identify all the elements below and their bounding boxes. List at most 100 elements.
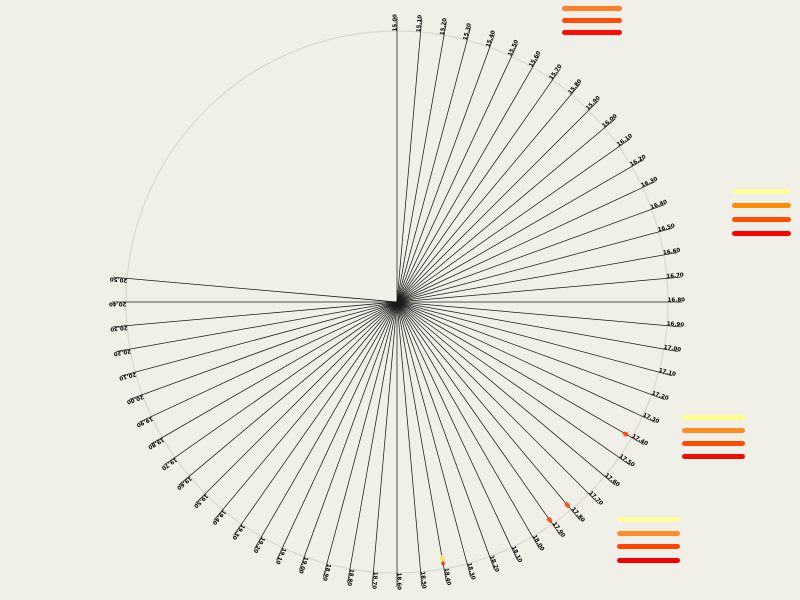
spoke-label: 17.90: [551, 521, 566, 539]
spoke-line: [396, 301, 616, 486]
spoke-line: [396, 138, 631, 303]
spoke-line: [396, 54, 540, 303]
spoke-label: 15.20: [440, 17, 449, 35]
spoke-label: 19.90: [135, 415, 153, 428]
legend-bar: [682, 414, 745, 420]
legend-bar: [732, 202, 791, 208]
spoke-line: [396, 100, 599, 303]
spoke-label: 18.10: [510, 545, 523, 563]
spoke-label: 15.90: [585, 95, 602, 112]
spoke-label: 16.60: [663, 248, 681, 257]
spoke-label: 19.10: [274, 547, 287, 565]
spoke-line: [322, 301, 398, 578]
legend-bar: [732, 188, 791, 194]
spoke-label: 20.50: [110, 275, 128, 283]
legend-bar: [562, 5, 622, 11]
legend-bar: [682, 453, 745, 459]
spoke-label: 20.30: [110, 324, 128, 332]
spoke-label: 15.60: [528, 50, 542, 68]
legend-bar: [732, 216, 791, 222]
spoke-label: 20.10: [118, 371, 137, 381]
spoke-label: 15.00: [393, 14, 399, 32]
spoke-line: [129, 301, 398, 400]
spoke-line: [195, 301, 398, 504]
spoke-label: 18.80: [345, 568, 354, 586]
spoke-label: 19.30: [230, 523, 245, 541]
spoke-label: 15.70: [549, 63, 564, 81]
spoke-label: 15.40: [485, 30, 497, 49]
spoke-line: [396, 18, 423, 303]
spoke-label: 17.80: [570, 506, 586, 523]
spoke-label: 19.00: [297, 556, 309, 575]
spoke-line: [396, 26, 472, 303]
legend-bar: [617, 530, 680, 536]
rim-marker: [564, 502, 571, 508]
rim-marker: [622, 431, 629, 437]
spoke-label: 17.60: [603, 472, 620, 488]
spoke-label: 20.20: [113, 348, 131, 357]
spoke-line: [347, 301, 398, 583]
spoke-line: [396, 34, 495, 303]
legend-bar: [732, 230, 791, 236]
spoke-line: [113, 276, 398, 303]
spoke-label: 15.80: [567, 78, 583, 95]
spoke-label: 19.20: [252, 536, 266, 554]
spoke-line: [233, 301, 398, 536]
spoke-line: [299, 301, 398, 570]
spoke-line: [396, 204, 665, 303]
spoke-label: 20.00: [126, 393, 145, 405]
spoke-line: [276, 301, 398, 561]
spoke-line: [121, 301, 398, 377]
legend-bar: [617, 543, 680, 549]
spoke-label: 16.10: [616, 133, 634, 148]
spoke-line: [396, 301, 495, 570]
spoke-label: 20.40: [109, 301, 127, 307]
spoke-line: [371, 301, 398, 586]
spoke-label: 17.70: [587, 490, 604, 507]
spoke-line: [396, 301, 518, 561]
spoke-line: [396, 301, 561, 536]
spoke-label: 16.20: [629, 154, 647, 168]
spoke-line: [396, 301, 447, 583]
spoke-line: [396, 227, 673, 303]
spoke-label: 18.20: [488, 555, 500, 574]
spoke-line: [396, 159, 645, 303]
spoke-label: 15.30: [463, 22, 473, 41]
spoke-label: 19.80: [147, 436, 165, 450]
spoke-line: [396, 301, 599, 504]
spoke-label: 16.80: [668, 298, 686, 304]
spoke-line: [396, 252, 678, 303]
spoke-line: [149, 301, 398, 445]
spoke-label: 16.40: [650, 199, 669, 211]
spoke-line: [396, 21, 447, 303]
spoke-label: 17.10: [658, 368, 677, 378]
spoke-line: [178, 301, 398, 486]
spoke-label: 16.90: [666, 321, 684, 329]
spoke-label: 18.70: [370, 571, 378, 589]
rim-marker: [441, 561, 445, 566]
spoke-label: 15.50: [507, 39, 520, 57]
spoke-line: [396, 301, 472, 578]
spoke-line: [396, 301, 673, 377]
spoke-line: [113, 301, 398, 328]
spoke-label: 18.00: [531, 534, 545, 552]
spoke-label: 18.90: [321, 563, 331, 582]
spoke-label: 19.40: [211, 508, 227, 525]
spoke-label: 17.00: [663, 345, 681, 354]
spoke-line: [396, 301, 665, 400]
rim-marker: [546, 516, 553, 523]
spoke-label: 18.30: [466, 562, 476, 581]
spoke-label: 18.60: [396, 573, 402, 591]
spoke-line: [138, 301, 398, 423]
spoke-line: [396, 301, 681, 328]
spoke-line: [254, 301, 398, 550]
spoke-line: [396, 301, 423, 586]
spoke-line: [163, 301, 398, 466]
spoke-line: [396, 301, 581, 521]
spoke-line: [396, 83, 581, 303]
rim-marker: [439, 554, 445, 563]
legend-bar: [682, 427, 745, 433]
